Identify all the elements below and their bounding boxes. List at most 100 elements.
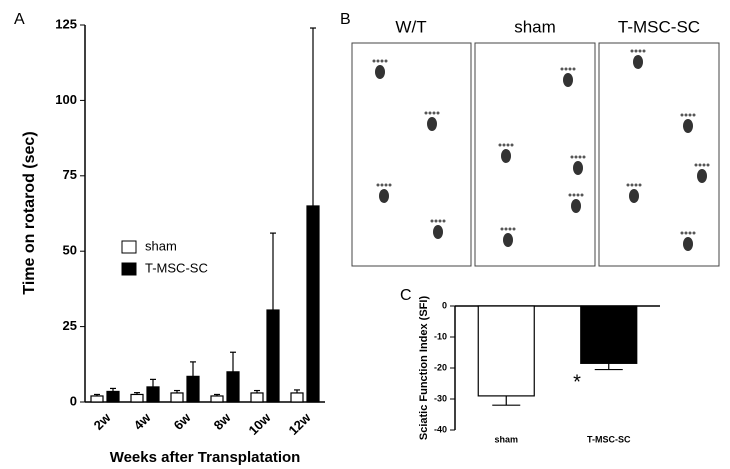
footprint [683, 119, 693, 133]
toe [434, 219, 438, 223]
legend-label: sham [145, 238, 177, 253]
footprint [563, 73, 573, 87]
legend-swatch [121, 262, 137, 276]
toe [564, 67, 568, 71]
toe [428, 111, 432, 115]
panel-label: A [14, 11, 25, 28]
toe [384, 183, 388, 187]
toe [582, 155, 586, 159]
footprint-panels: W/T sham T-MSC-SC [351, 17, 720, 267]
footprint [571, 199, 581, 213]
x-tick-label: T-MSC-SC [587, 434, 631, 444]
footprint [501, 149, 511, 163]
toe [630, 49, 634, 53]
toe [430, 219, 434, 223]
footprint [379, 189, 389, 203]
x-axis-label: Weeks after Transplatation [110, 449, 301, 466]
toe [442, 219, 446, 223]
y-axis-label: Time on rotarod (sec) [21, 131, 38, 294]
significance-mark: * [573, 371, 581, 393]
bar [146, 386, 160, 403]
toe [384, 59, 388, 63]
footprint [629, 189, 639, 203]
toe [634, 183, 638, 187]
toe [510, 143, 514, 147]
toe [688, 231, 692, 235]
toe [506, 143, 510, 147]
y-tick-label: -30 [434, 393, 447, 403]
x-tick-label: 10w [246, 409, 275, 438]
y-tick-label: 50 [63, 243, 77, 258]
toe [424, 111, 428, 115]
panel-label: B [340, 11, 351, 28]
bar [306, 205, 320, 403]
footprint [375, 65, 385, 79]
toe [694, 163, 698, 167]
toe [684, 231, 688, 235]
toe [692, 113, 696, 117]
y-axis-label: Sciatic Function Index (SFI) [418, 296, 430, 441]
bar [226, 371, 240, 403]
toe [568, 193, 572, 197]
x-tick-label: 2w [91, 409, 114, 432]
toe [504, 227, 508, 231]
toe [568, 67, 572, 71]
toe [498, 143, 502, 147]
toe [500, 227, 504, 231]
panel-label: C [400, 287, 412, 304]
toe [380, 183, 384, 187]
footprint [633, 55, 643, 69]
x-tick-label: 8w [211, 409, 234, 432]
toe [578, 155, 582, 159]
toe [572, 67, 576, 71]
bar [170, 392, 184, 403]
toe [432, 111, 436, 115]
toe [630, 183, 634, 187]
y-tick-label: -20 [434, 362, 447, 372]
toe [502, 143, 506, 147]
footprint-box [351, 42, 472, 267]
bar [186, 375, 200, 403]
toe [692, 231, 696, 235]
toe [438, 219, 442, 223]
bar [266, 309, 280, 403]
bar [130, 393, 144, 403]
toe [570, 155, 574, 159]
footprint [697, 169, 707, 183]
toe [698, 163, 702, 167]
footprint [503, 233, 513, 247]
footprint [427, 117, 437, 131]
y-tick-label: 0 [442, 300, 447, 310]
toe [680, 231, 684, 235]
toe [508, 227, 512, 231]
footprint-box [474, 42, 596, 267]
bar [580, 305, 638, 364]
footprint-label: T-MSC-SC [618, 17, 700, 36]
x-tick-label: 4w [131, 409, 154, 432]
toe [372, 59, 376, 63]
bar [106, 390, 120, 403]
y-tick-label: 75 [63, 167, 77, 182]
toe [702, 163, 706, 167]
y-tick-label: 125 [55, 16, 77, 31]
y-tick-label: 0 [70, 393, 77, 408]
toe [680, 113, 684, 117]
toe [380, 59, 384, 63]
footprint-label: W/T [395, 17, 426, 36]
toe [572, 193, 576, 197]
footprint [433, 225, 443, 239]
legend-swatch [121, 240, 137, 254]
toe [376, 183, 380, 187]
y-tick-label: -40 [434, 424, 447, 434]
toe [388, 183, 392, 187]
footprint-label: sham [514, 17, 556, 36]
footprint [573, 161, 583, 175]
x-tick-label: 6w [171, 409, 194, 432]
toe [560, 67, 564, 71]
toe [684, 113, 688, 117]
x-tick-label: sham [494, 434, 518, 444]
toe [512, 227, 516, 231]
toe [638, 183, 642, 187]
